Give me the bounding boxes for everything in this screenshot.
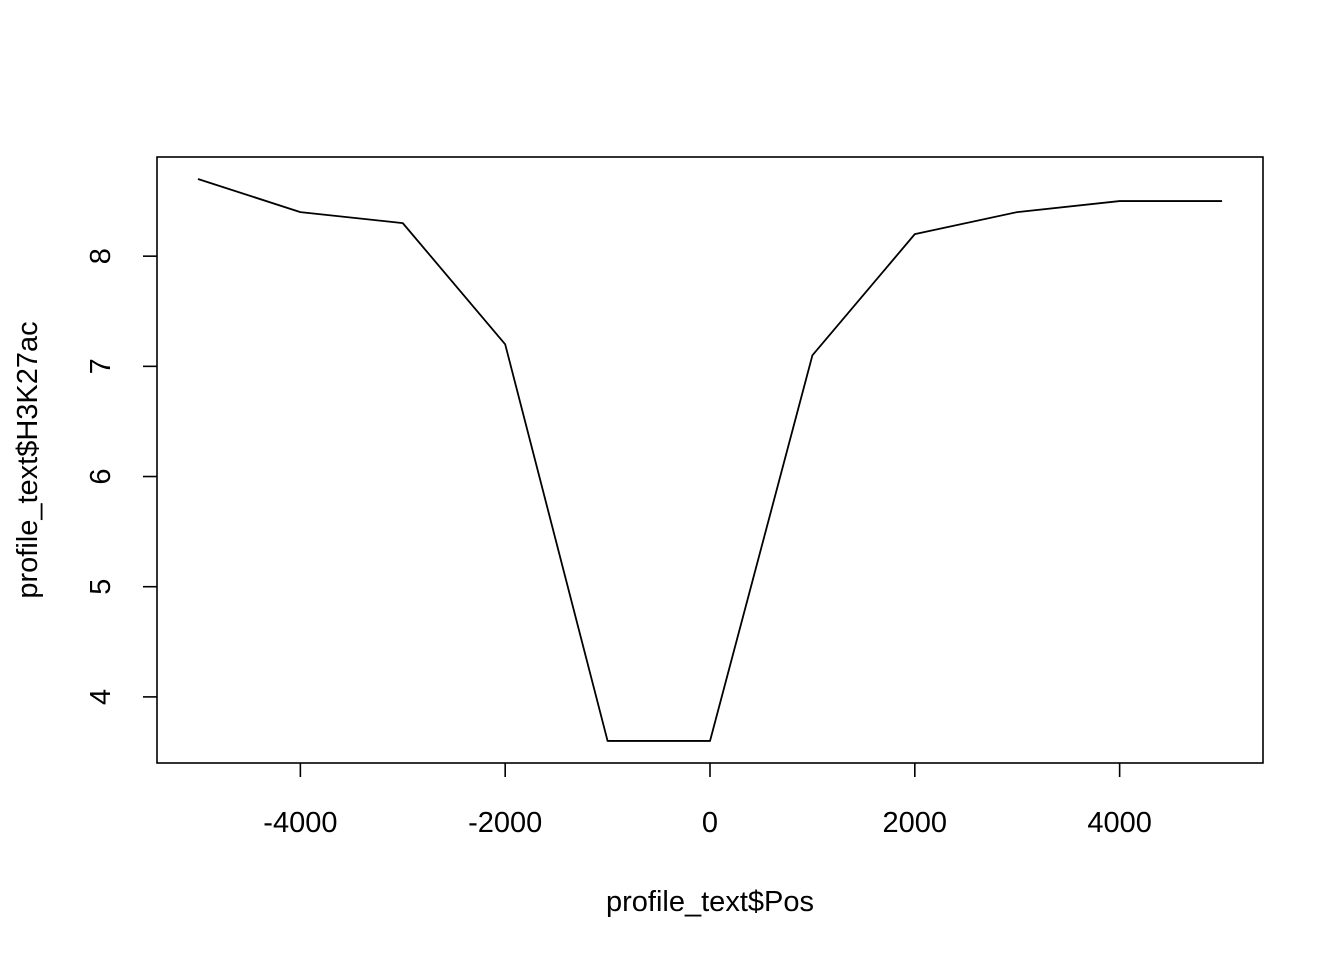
series-layer xyxy=(197,178,1223,742)
y-axis-label: profile_text$H3K27ac xyxy=(12,321,44,598)
series-line xyxy=(197,178,1223,742)
y-tick-label: 5 xyxy=(85,579,117,595)
x-axis-label: profile_text$Pos xyxy=(606,886,814,918)
y-tick-label: 6 xyxy=(85,468,117,484)
y-tick-label: 4 xyxy=(85,689,117,705)
y-axis: 4 5 6 7 8 xyxy=(85,248,157,705)
x-axis: -4000 -2000 0 2000 4000 xyxy=(263,763,1152,839)
x-tick-label: -4000 xyxy=(263,807,337,839)
y-tick-label: 8 xyxy=(85,248,117,264)
x-tick-label: 2000 xyxy=(883,807,948,839)
x-tick-label: 0 xyxy=(702,807,718,839)
x-tick-label: 4000 xyxy=(1087,807,1152,839)
plot-frame xyxy=(156,156,1264,764)
x-tick-label: -2000 xyxy=(468,807,542,839)
y-tick-label: 7 xyxy=(85,358,117,374)
